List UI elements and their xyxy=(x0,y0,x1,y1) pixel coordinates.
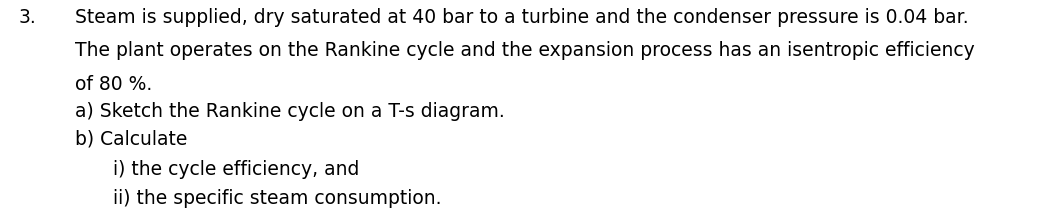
Text: a) Sketch the Rankine cycle on a T-s diagram.: a) Sketch the Rankine cycle on a T-s dia… xyxy=(75,102,505,121)
Text: The plant operates on the Rankine cycle and the expansion process has an isentro: The plant operates on the Rankine cycle … xyxy=(75,42,976,60)
Text: b) Calculate: b) Calculate xyxy=(75,129,188,149)
Text: ii) the specific steam consumption.: ii) the specific steam consumption. xyxy=(113,189,441,208)
Text: Steam is supplied, dry saturated at 40 bar to a turbine and the condenser pressu: Steam is supplied, dry saturated at 40 b… xyxy=(75,8,969,27)
Text: i) the cycle efficiency, and: i) the cycle efficiency, and xyxy=(113,160,359,179)
Text: 3.: 3. xyxy=(19,8,37,27)
Text: of 80 %.: of 80 %. xyxy=(75,75,153,94)
